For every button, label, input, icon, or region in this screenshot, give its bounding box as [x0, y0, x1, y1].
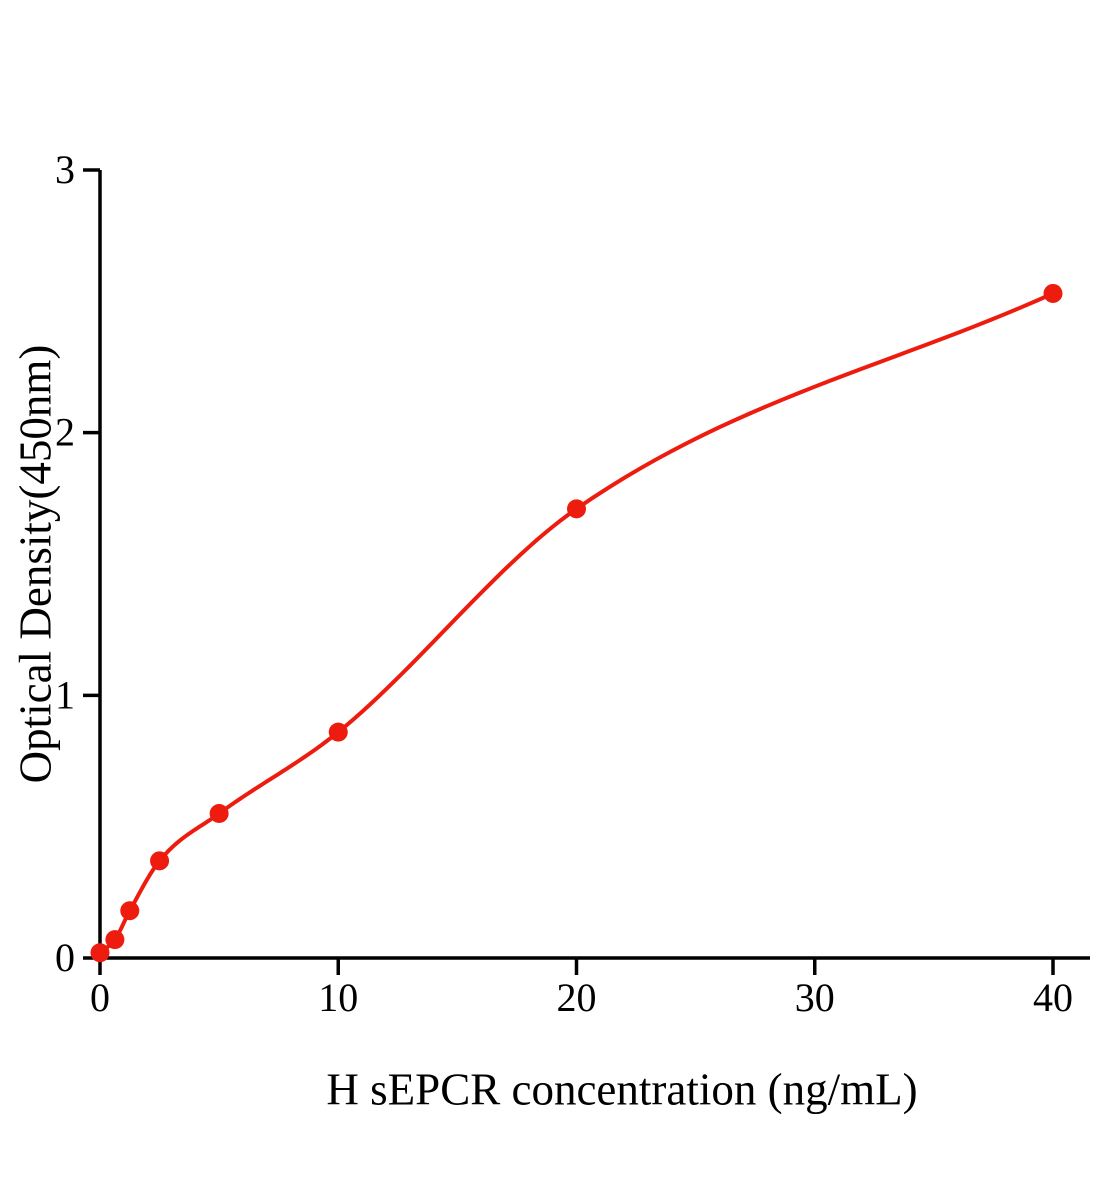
x-tick-label: 0: [90, 975, 110, 1020]
data-point: [120, 901, 140, 921]
x-tick-label: 20: [557, 975, 597, 1020]
x-axis-title: H sEPCR concentration (ng/mL): [326, 1064, 918, 1115]
y-tick-label: 2: [55, 410, 75, 455]
data-point: [90, 943, 110, 963]
data-point: [105, 930, 125, 950]
data-point: [1043, 283, 1063, 303]
y-tick-label: 0: [55, 935, 75, 980]
data-point: [567, 499, 586, 519]
fitted-curve: [98, 291, 1055, 955]
y-axis-title: Optical Density(450nm): [10, 344, 61, 784]
data-point: [150, 851, 170, 871]
x-tick-label: 30: [795, 975, 835, 1020]
y-tick-label: 3: [55, 147, 75, 192]
y-tick-label: 1: [55, 672, 75, 717]
x-tick-label: 40: [1033, 975, 1073, 1020]
data-point: [209, 804, 229, 824]
x-tick-label: 10: [318, 975, 358, 1020]
data-point: [328, 722, 348, 742]
